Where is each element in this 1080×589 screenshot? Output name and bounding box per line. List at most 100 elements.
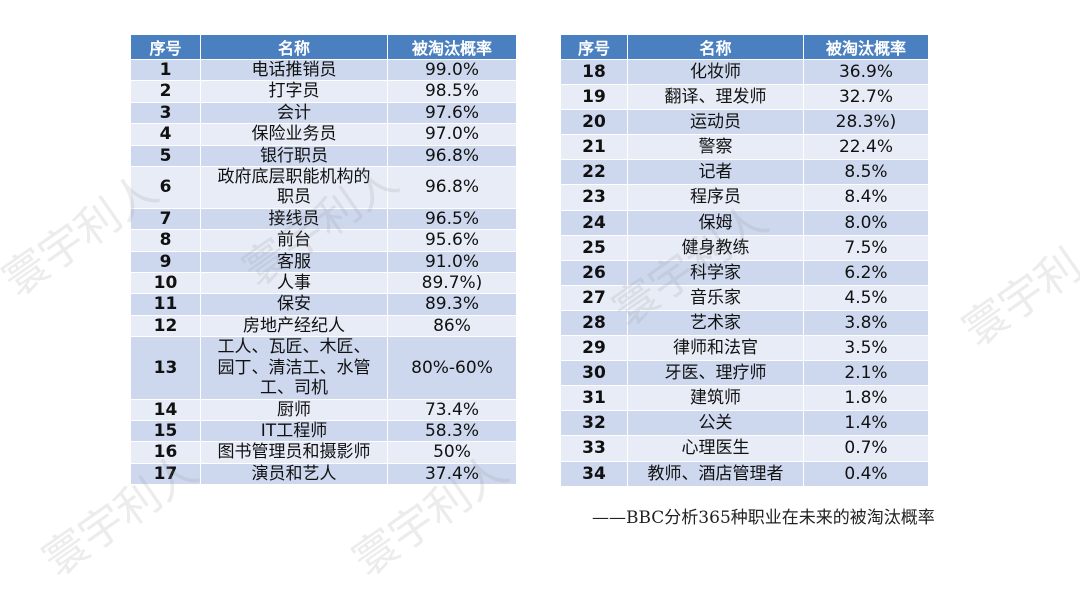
job-name: 牙医、理疗师 <box>627 360 804 387</box>
job-name: 人事 <box>200 272 388 295</box>
row-number: 32 <box>560 410 628 437</box>
table-row: 25 健身教练 7.5% <box>560 234 929 261</box>
table-row: 27 音乐家 4.5% <box>560 284 929 311</box>
row-number: 30 <box>560 360 628 387</box>
table-row: 11 保安 89.3% <box>130 293 517 316</box>
job-name: 音乐家 <box>627 284 804 311</box>
row-number: 27 <box>560 284 628 311</box>
job-name: 律师和法官 <box>627 335 804 362</box>
job-name: 艺术家 <box>627 309 804 337</box>
row-number: 28 <box>560 309 628 337</box>
probability: 36.9% <box>803 58 929 86</box>
table-row: 10 人事 89.7%) <box>130 272 517 295</box>
probability: 1.8% <box>803 385 929 412</box>
table-body: 1 电话推销员 99.0% 2 打字员 98.5% 3 会计 97.6% 4 保险业务员 97.0% 5… <box>130 58 517 486</box>
table-row: 13 工人、瓦匠、木匠、园丁、清洁工、水管工、司机 80%-60% <box>130 336 517 400</box>
table-left: 序号 名称 被淘汰概率 1 电话推销员 99.0% 2 打字员 98.5% 3 会计 97.6% 4 保险… <box>130 34 517 486</box>
probability: 58.3% <box>387 419 517 443</box>
job-name: IT工程师 <box>200 419 388 443</box>
row-number: 20 <box>560 109 628 136</box>
table-row: 5 银行职员 96.8% <box>130 144 517 168</box>
probability: 96.8% <box>387 144 517 168</box>
table-row: 2 打字员 98.5% <box>130 80 517 103</box>
job-name: 接线员 <box>200 207 388 231</box>
job-name: 厨师 <box>200 398 388 421</box>
job-name: 心理医生 <box>627 435 804 462</box>
table-row: 15 IT工程师 58.3% <box>130 419 517 443</box>
probability: 97.6% <box>387 101 517 125</box>
job-name: 科学家 <box>627 259 804 286</box>
row-number: 22 <box>560 159 628 186</box>
row-number: 26 <box>560 259 628 286</box>
table-row: 4 保险业务员 97.0% <box>130 123 517 146</box>
row-number: 12 <box>130 314 201 338</box>
row-number: 19 <box>560 84 628 111</box>
row-number: 9 <box>130 250 201 274</box>
job-name: 电话推销员 <box>200 58 388 82</box>
row-number: 10 <box>130 272 201 295</box>
table-row: 32 公关 1.4% <box>560 410 929 437</box>
row-number: 13 <box>130 336 201 400</box>
job-name: 健身教练 <box>627 234 804 261</box>
watermark: 寰宇利人 <box>953 214 1080 358</box>
job-name: 教师、酒店管理者 <box>627 460 804 487</box>
table-row: 34 教师、酒店管理者 0.4% <box>560 460 929 487</box>
job-name: 公关 <box>627 410 804 437</box>
header-cell: 序号 <box>130 34 201 60</box>
table-row: 17 演员和艺人 37.4% <box>130 462 517 486</box>
probability: 99.0% <box>387 58 517 82</box>
probability: 2.1% <box>803 360 929 387</box>
table-row: 23 程序员 8.4% <box>560 184 929 211</box>
job-name: 客服 <box>200 250 388 274</box>
row-number: 16 <box>130 441 201 464</box>
table-row: 8 前台 95.6% <box>130 229 517 252</box>
row-number: 11 <box>130 293 201 316</box>
row-number: 14 <box>130 398 201 421</box>
table-row: 31 建筑师 1.8% <box>560 385 929 412</box>
job-name: 警察 <box>627 134 804 161</box>
probability: 73.4% <box>387 398 517 421</box>
table-row: 7 接线员 96.5% <box>130 207 517 231</box>
row-number: 4 <box>130 123 201 146</box>
table-row: 3 会计 97.6% <box>130 101 517 125</box>
job-name: 演员和艺人 <box>200 462 388 486</box>
probability: 98.5% <box>387 80 517 103</box>
header-cell: 序号 <box>560 34 628 60</box>
table-row: 18 化妆师 36.9% <box>560 58 929 86</box>
job-name: 保险业务员 <box>200 123 388 146</box>
job-name: 保姆 <box>627 209 804 236</box>
row-number: 34 <box>560 460 628 487</box>
table-row: 6 政府底层职能机构的职员 96.8% <box>130 166 517 209</box>
caption: ——BBC分析365种职业在未来的被淘汰概率 <box>592 508 935 528</box>
table-row: 29 律师和法官 3.5% <box>560 335 929 362</box>
probability: 96.8% <box>387 166 517 209</box>
row-number: 15 <box>130 419 201 443</box>
row-number: 33 <box>560 435 628 462</box>
table-row: 30 牙医、理疗师 2.1% <box>560 360 929 387</box>
job-name: 图书管理员和摄影师 <box>200 441 388 464</box>
table-row: 22 记者 8.5% <box>560 159 929 186</box>
table-row: 1 电话推销员 99.0% <box>130 58 517 82</box>
probability: 8.0% <box>803 209 929 236</box>
row-number: 31 <box>560 385 628 412</box>
probability: 95.6% <box>387 229 517 252</box>
probability: 28.3%) <box>803 109 929 136</box>
job-name: 建筑师 <box>627 385 804 412</box>
table-row: 9 客服 91.0% <box>130 250 517 274</box>
table-row: 21 警察 22.4% <box>560 134 929 161</box>
probability: 8.4% <box>803 184 929 211</box>
probability: 91.0% <box>387 250 517 274</box>
job-name: 翻译、理发师 <box>627 84 804 111</box>
row-number: 18 <box>560 58 628 86</box>
job-name: 工人、瓦匠、木匠、园丁、清洁工、水管工、司机 <box>200 336 388 400</box>
table-row: 24 保姆 8.0% <box>560 209 929 236</box>
header-cell: 被淘汰概率 <box>387 34 517 60</box>
job-name: 程序员 <box>627 184 804 211</box>
header-cell: 被淘汰概率 <box>803 34 929 60</box>
probability: 32.7% <box>803 84 929 111</box>
probability: 3.5% <box>803 335 929 362</box>
probability: 50% <box>387 441 517 464</box>
row-number: 29 <box>560 335 628 362</box>
header-row: 序号 名称 被淘汰概率 <box>560 34 929 60</box>
row-number: 3 <box>130 101 201 125</box>
